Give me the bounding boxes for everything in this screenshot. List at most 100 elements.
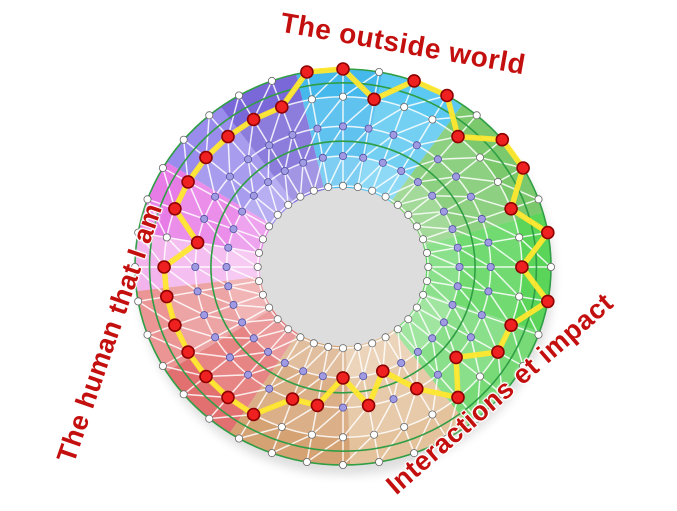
- white-node: [277, 422, 286, 431]
- white-node: [254, 248, 263, 257]
- lavender-node: [389, 395, 398, 404]
- white-node: [370, 430, 379, 439]
- lavender-node: [433, 155, 442, 164]
- red-node: [168, 202, 182, 216]
- lavender-node: [378, 158, 387, 167]
- lavender-node: [413, 347, 422, 356]
- white-node: [254, 277, 263, 286]
- white-node: [547, 262, 556, 271]
- red-node: [246, 407, 261, 422]
- white-node: [134, 228, 143, 237]
- red-node: [449, 350, 463, 365]
- lavender-node: [265, 384, 274, 393]
- lavender-node: [229, 225, 238, 234]
- lavender-node: [397, 166, 406, 175]
- lavender-node: [484, 287, 493, 296]
- lavender-node: [448, 225, 457, 234]
- lavender-node: [200, 214, 209, 223]
- white-node: [515, 233, 524, 242]
- red-node: [504, 318, 518, 333]
- white-node: [265, 222, 274, 231]
- white-node: [375, 457, 384, 466]
- white-node: [296, 333, 305, 342]
- white-node: [419, 235, 428, 244]
- lavender-node: [299, 367, 308, 376]
- lavender-node: [477, 311, 486, 320]
- red-node: [181, 175, 195, 189]
- red-node: [336, 62, 350, 76]
- lavender-node: [484, 238, 493, 247]
- red-node: [495, 132, 510, 147]
- red-node: [504, 202, 518, 216]
- white-node: [515, 292, 524, 301]
- red-node: [246, 112, 261, 127]
- white-node: [410, 449, 419, 458]
- red-node: [274, 100, 289, 114]
- lavender-node: [486, 262, 495, 271]
- white-node: [475, 153, 484, 162]
- white-node: [158, 163, 167, 172]
- white-node: [404, 210, 413, 219]
- white-node: [309, 339, 318, 348]
- red-node: [157, 260, 171, 274]
- lavender-node: [318, 372, 327, 381]
- lavender-node: [249, 334, 258, 343]
- white-node: [284, 325, 293, 334]
- white-node: [381, 333, 390, 342]
- lavender-node: [200, 311, 209, 320]
- red-node: [160, 289, 174, 304]
- white-node: [134, 297, 143, 306]
- white-node: [381, 192, 390, 201]
- lavender-node: [413, 178, 422, 187]
- nodes: [130, 62, 556, 469]
- white-node: [534, 330, 543, 339]
- lavender-node: [264, 347, 273, 356]
- red-node: [285, 392, 300, 406]
- lavender-node: [211, 192, 220, 201]
- white-node: [258, 290, 267, 299]
- lavender-node: [439, 207, 448, 216]
- white-node: [234, 91, 243, 100]
- lavender-node: [338, 122, 347, 131]
- lavender-node: [359, 153, 368, 162]
- lavender-node: [265, 141, 274, 150]
- lavender-node: [224, 282, 233, 291]
- white-node: [393, 325, 402, 334]
- white-node: [428, 115, 437, 124]
- lavender-node: [313, 124, 322, 133]
- white-node: [265, 303, 274, 312]
- red-node: [310, 398, 325, 413]
- white-node: [130, 262, 139, 271]
- white-node: [442, 434, 451, 443]
- white-node: [422, 277, 431, 286]
- white-node: [368, 186, 377, 195]
- lavender-node: [225, 353, 234, 362]
- white-node: [267, 76, 276, 85]
- lavender-node: [238, 207, 247, 216]
- lavender-node: [222, 262, 231, 271]
- white-node: [179, 390, 188, 399]
- lavender-node: [299, 158, 308, 167]
- white-node: [253, 262, 262, 271]
- red-node: [451, 390, 465, 405]
- white-node: [368, 339, 377, 348]
- white-node: [324, 183, 333, 192]
- white-node: [143, 195, 152, 204]
- lavender-node: [477, 214, 486, 223]
- sector-purple-dark: [220, 74, 325, 203]
- red-node: [491, 345, 505, 359]
- white-node: [472, 111, 481, 120]
- white-node: [307, 430, 316, 439]
- white-node: [338, 460, 347, 469]
- red-node: [221, 390, 235, 405]
- red-node: [540, 225, 555, 240]
- white-node: [205, 111, 214, 120]
- red-node: [516, 161, 530, 175]
- white-node: [324, 342, 333, 351]
- sector-red: [166, 309, 298, 434]
- lavender-node: [244, 155, 253, 164]
- white-node: [143, 330, 152, 339]
- white-node: [162, 233, 171, 242]
- sector-purple-light: [166, 106, 295, 225]
